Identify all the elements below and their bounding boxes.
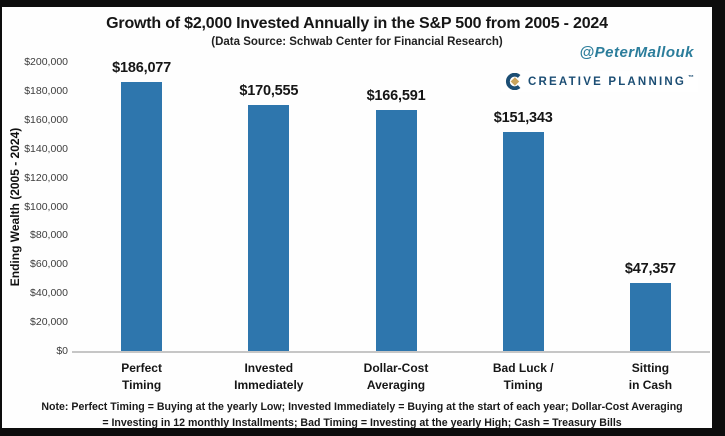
- y-axis-tick-label: $180,000: [24, 84, 68, 97]
- bar-slot: $47,357: [587, 62, 714, 351]
- author-handle: @PeterMallouk: [579, 44, 694, 61]
- category-label: Invested Immediately: [234, 361, 304, 393]
- category-labels-row: Perfect Timing Invested Immediately Dollar…: [78, 360, 714, 395]
- chart-subtitle: (Data Source: Schwab Center for Financia…: [211, 36, 503, 48]
- logo-trademark: ™: [688, 75, 694, 81]
- y-axis-tick-label: $80,000: [30, 229, 68, 242]
- bar-value-label: $47,357: [624, 260, 676, 277]
- bar-slot: $151,343: [460, 62, 587, 351]
- bar: [375, 110, 417, 351]
- chart-title: Growth of $2,000 Invested Annually in th…: [106, 15, 608, 32]
- y-axis-tick-label: $200,000: [24, 56, 68, 68]
- chart-canvas: Growth of $2,000 Invested Annually in th…: [2, 7, 714, 429]
- y-axis-tick-label: $40,000: [30, 287, 68, 300]
- bar: [248, 104, 290, 351]
- y-axis-tick-label: $0: [56, 345, 68, 357]
- category-label: Dollar-Cost Averaging: [363, 361, 429, 393]
- creative-planning-logo: CREATIVE PLANNING ™: [501, 71, 698, 92]
- bar-value-label: $170,555: [239, 82, 299, 99]
- y-axis-tick-label: $20,000: [30, 316, 68, 329]
- footnote-text: Note: Perfect Timing = Buying at the yea…: [41, 401, 683, 430]
- bar: [502, 132, 544, 351]
- bars-row: $186,077 $170,555 $166,591 $151,343 $47,…: [78, 60, 714, 351]
- y-axis-tick-label: $120,000: [24, 171, 68, 184]
- category-label: Bad Luck / Timing: [492, 361, 554, 393]
- bar-value-label: $151,343: [493, 110, 553, 127]
- y-axis-tick-label: $160,000: [24, 113, 68, 126]
- x-axis-baseline: [72, 351, 710, 353]
- bar-slot: $186,077: [78, 60, 205, 351]
- y-axis-tick-label: $100,000: [24, 200, 68, 213]
- creative-planning-c-icon: [505, 73, 522, 90]
- category-label: Sitting in Cash: [628, 361, 673, 393]
- logo-wordmark: CREATIVE PLANNING: [528, 75, 686, 88]
- bar: [629, 282, 671, 351]
- bar-value-label: $186,077: [112, 60, 172, 77]
- bar: [121, 82, 163, 351]
- bar-slot: $166,591: [332, 62, 459, 351]
- y-axis-tick-label: $140,000: [24, 142, 68, 155]
- bar-slot: $170,555: [205, 62, 332, 351]
- bar-value-label: $166,591: [366, 88, 426, 105]
- category-label: Perfect Timing: [121, 361, 162, 393]
- y-axis-tick-labels: $0 $20,000 $40,000 $60,000 $80,000 $100,000 $1…: [2, 7, 68, 428]
- y-axis-tick-label: $60,000: [30, 258, 68, 271]
